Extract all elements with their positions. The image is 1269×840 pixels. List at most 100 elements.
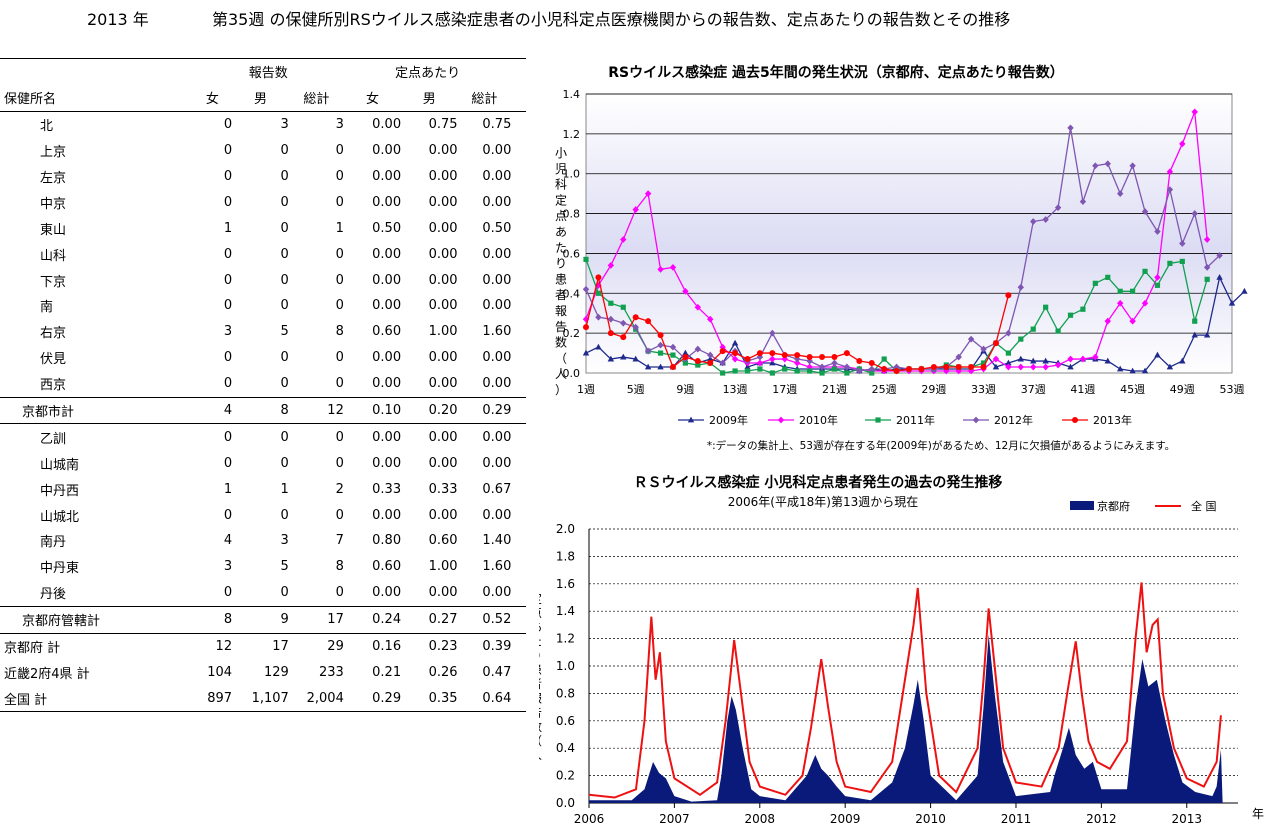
svg-text:数: 数	[539, 719, 542, 734]
svg-text:あ: あ	[539, 620, 542, 634]
table-cell: 12	[288, 396, 344, 424]
data-point	[856, 358, 863, 365]
table-cell: 0	[232, 423, 289, 451]
table-cell: 5	[280, 324, 289, 340]
y-tick-label: 0.0	[556, 796, 575, 810]
table-row: 中丹東 3 5 8 0.60 1.00 1.60	[0, 554, 526, 580]
x-tick-label: 17週	[772, 383, 797, 396]
svg-text:）: ）	[555, 383, 567, 397]
row-name: 伏見	[40, 352, 67, 368]
table-cell: 0.00	[401, 423, 458, 451]
table-cell: 0.39	[457, 632, 512, 660]
y-tick-label: 0.0	[563, 367, 581, 380]
table-cell: 0.00	[428, 376, 458, 392]
plot-area	[585, 93, 1233, 374]
table-cell: 4	[192, 396, 233, 424]
table-cell: 0.00	[372, 272, 402, 288]
table-row: 東山 1 0 1 0.50 0.00 0.50	[0, 215, 526, 241]
chart-title: RSウイルス感染症 過去5年間の発生状況（京都府、定点あたり報告数）	[608, 64, 1063, 81]
series-line	[585, 127, 1221, 372]
table-cell: 7	[335, 533, 344, 549]
table-cell: 0.00	[372, 455, 402, 471]
table-row: 中京 0 0 0 0.00 0.00 0.00	[0, 189, 526, 215]
svg-text:告: 告	[539, 706, 542, 720]
data-point	[669, 263, 677, 271]
legend-label: 2011年	[896, 413, 935, 427]
report-title: 第35週 の保健所別RSウイルス感染症患者の小児科定点医療機関からの報告数、定点…	[212, 10, 1011, 29]
data-point	[1166, 363, 1174, 370]
data-point	[687, 416, 695, 423]
table-row: 京都府管轄計 8 9 17 0.24 0.27 0.52	[0, 605, 526, 634]
table-cell: 0	[223, 298, 233, 314]
x-tick-label: 29週	[921, 383, 946, 396]
table-cell: 17	[232, 632, 289, 660]
data-point	[1154, 351, 1161, 358]
table-row: 右京 3 5 8 0.60 1.00 1.60	[0, 319, 526, 345]
table-cell: 0.29	[457, 396, 512, 424]
table-cell: 0	[335, 585, 344, 601]
data-point	[769, 359, 776, 366]
x-tick-label: 45週	[1120, 383, 1145, 396]
data-point	[632, 355, 639, 362]
table-cell: 0	[335, 169, 344, 184]
table-cell: 1.00	[428, 559, 458, 575]
data-point	[1179, 258, 1185, 264]
table-cell: 0.24	[343, 605, 402, 634]
svg-text:人: 人	[539, 748, 542, 762]
table-cell: 0.26	[428, 664, 458, 680]
row-name: 上京	[40, 145, 67, 161]
table-cell: 104	[207, 664, 233, 680]
data-point	[1030, 357, 1037, 364]
row-name: 山科	[40, 248, 67, 264]
table-row: 近畿2府4県 計 104 129 233 0.21 0.26 0.47	[0, 659, 526, 685]
table-cell: 12	[192, 632, 233, 660]
data-point	[1054, 361, 1062, 369]
svg-text:小: 小	[555, 146, 567, 160]
data-point	[782, 366, 788, 372]
data-point	[657, 265, 664, 273]
table-cell: 0.23	[401, 632, 458, 660]
data-point	[707, 355, 714, 362]
data-point	[1228, 299, 1236, 306]
x-tick-label: 37週	[1021, 383, 1046, 396]
table-cell: 2,004	[288, 685, 344, 713]
five-year-line-chart: RSウイルス感染症 過去5年間の発生状況（京都府、定点あたり報告数） 小児科定点…	[555, 64, 1248, 452]
data-point	[1092, 353, 1099, 361]
table-cell: 0.00	[372, 350, 402, 366]
data-point	[608, 300, 614, 306]
legend-label: 2009年	[709, 413, 748, 427]
y-tick-label: 1.4	[563, 88, 581, 101]
x-tick-label: 2007	[659, 812, 690, 826]
data-point	[1179, 140, 1186, 148]
data-point	[1141, 367, 1149, 374]
table-cell: 0.33	[372, 481, 402, 497]
table-cell: 0.00	[428, 455, 458, 471]
table-cell: 0.00	[428, 220, 458, 236]
data-point	[793, 359, 801, 367]
table-cell: 0	[280, 376, 289, 392]
table-cell: 8	[192, 605, 233, 634]
table-cell: 17	[288, 605, 344, 634]
row-name: 西京	[40, 378, 67, 394]
table-cell: 0.20	[401, 396, 458, 424]
y-tick-label: 0.6	[563, 247, 581, 260]
table-cell: 0.00	[482, 246, 512, 262]
table-cell: 0.60	[372, 559, 402, 575]
data-point	[794, 352, 801, 359]
data-point	[992, 355, 1000, 363]
table-cell: 0	[280, 507, 289, 523]
x-tick-label: 41週	[1070, 383, 1095, 396]
data-point	[620, 304, 626, 310]
data-point	[732, 368, 738, 374]
x-tick-label: 25週	[872, 383, 897, 396]
table-cell: 0	[335, 246, 344, 262]
row-name: 丹後	[40, 587, 67, 603]
row-name: 左京	[40, 171, 67, 186]
data-point	[806, 354, 813, 361]
data-point	[1241, 287, 1248, 294]
data-point	[893, 368, 900, 375]
svg-text:）: ）	[539, 762, 542, 776]
chart-title: ＲＳウイルス感染症 小児科定点患者発生の過去の発生推移	[634, 474, 1003, 491]
table-cell: 5	[280, 559, 289, 575]
table-cell: 0	[223, 350, 233, 366]
